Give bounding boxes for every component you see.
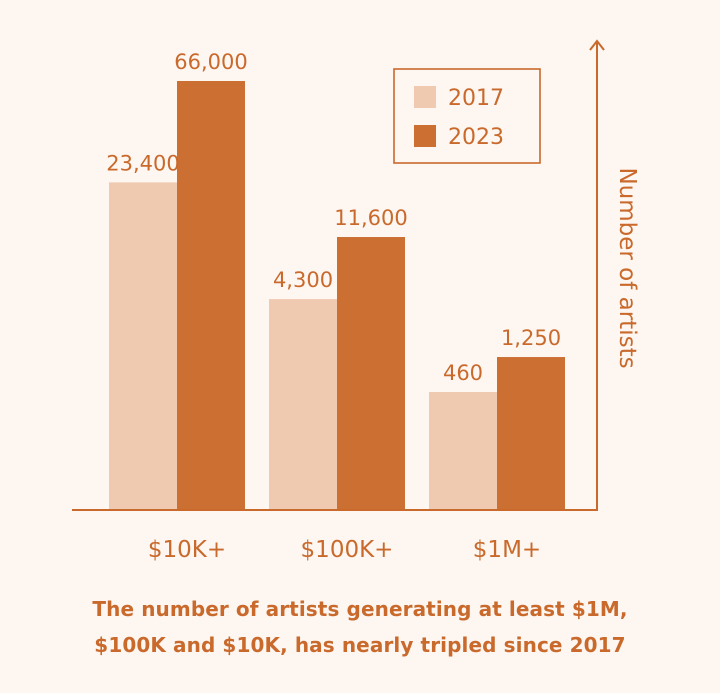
value-label-2023-3: 1,250: [501, 326, 561, 350]
caption-line-1: The number of artists generating at leas…: [92, 597, 628, 621]
value-label-2023-1: 66,000: [174, 50, 247, 74]
y-axis-arrow-icon: [589, 39, 605, 51]
legend-label-2017: 2017: [448, 86, 504, 111]
legend-swatch-2023: [414, 125, 436, 147]
value-label-2017-1: 23,400: [106, 151, 179, 175]
x-tick-label-2: $100K+: [301, 537, 394, 563]
value-label-2023-2: 11,600: [334, 206, 407, 230]
value-label-2017-2: 4,300: [273, 268, 333, 292]
bar-2023-3: [497, 357, 565, 510]
value-labels-layer: 23,400 66,000 4,300 11,600 460 1,250: [106, 50, 561, 385]
x-tick-label-3: $1M+: [473, 537, 541, 563]
bar-2017-2: [269, 299, 337, 510]
caption-line-2: $100K and $10K, has nearly tripled since…: [94, 633, 626, 657]
legend: 2017 2023: [393, 68, 541, 164]
bar-2023-2: [337, 237, 405, 511]
bar-2023-1: [177, 81, 245, 510]
bar-2017-1: [109, 182, 177, 511]
bars-layer: [109, 81, 565, 511]
x-tick-label-1: $10K+: [148, 537, 226, 563]
legend-box: [393, 68, 541, 164]
bar-2017-3: [429, 392, 497, 510]
axis-layer: $10K+ $100K+ $1M+ Number of artists: [72, 39, 640, 563]
legend-label-2023: 2023: [448, 125, 504, 150]
y-axis-label: Number of artists: [614, 167, 640, 368]
legend-swatch-2017: [414, 86, 436, 108]
value-label-2017-3: 460: [443, 361, 483, 385]
